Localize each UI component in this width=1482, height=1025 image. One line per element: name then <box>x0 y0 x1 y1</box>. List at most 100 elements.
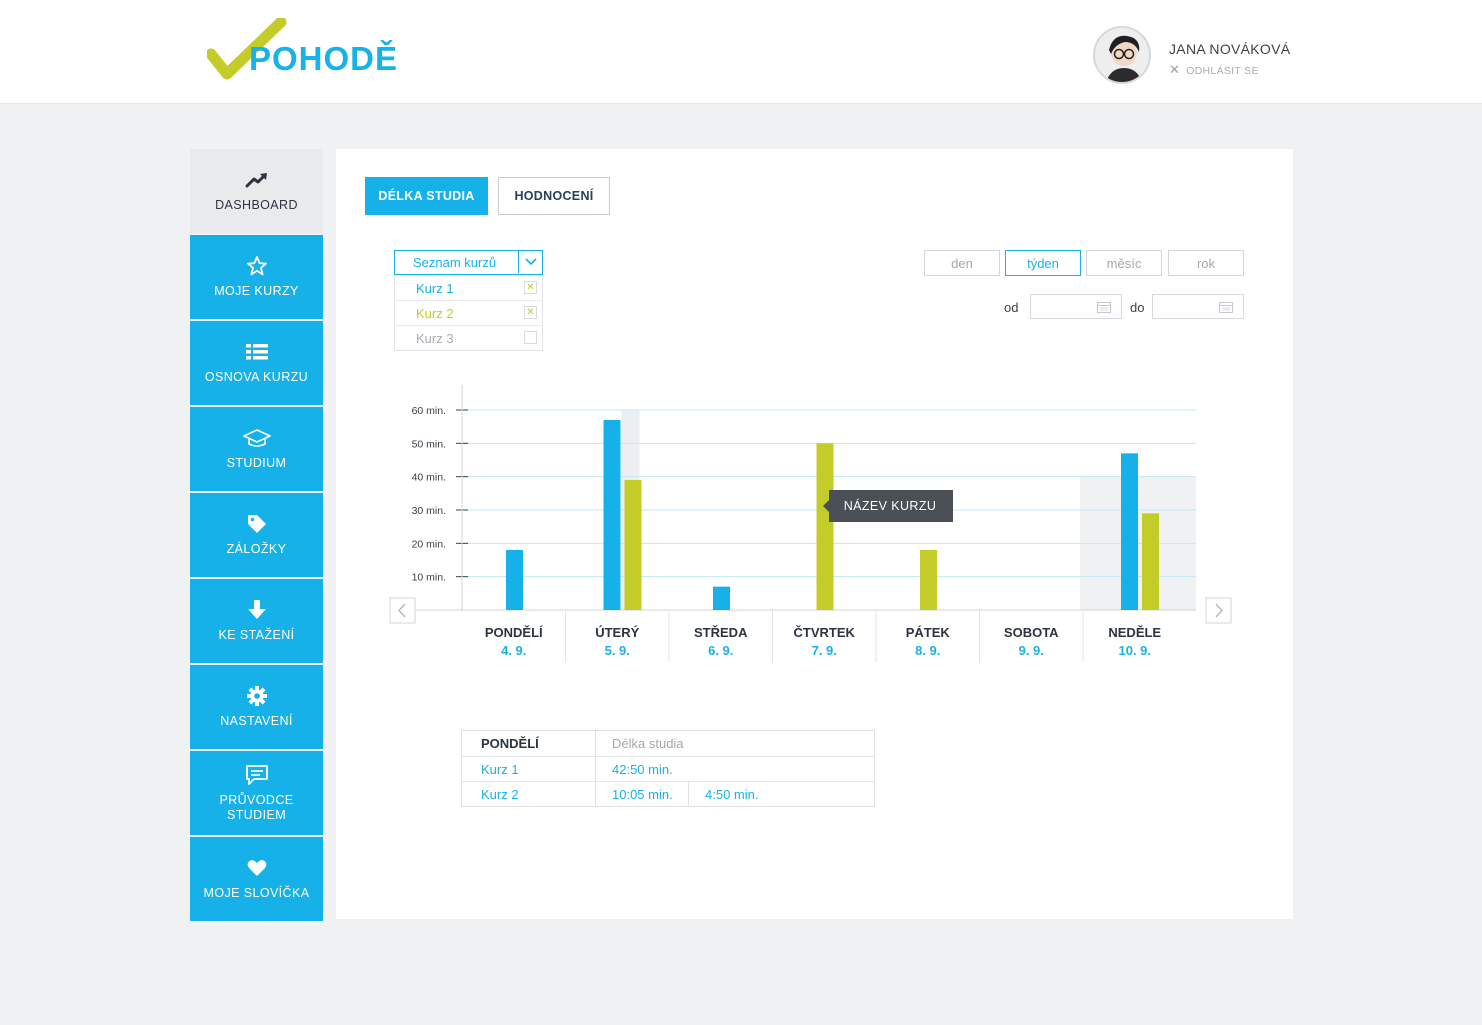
chat-icon <box>245 764 269 786</box>
sidebar-item-label: NASTAVENÍ <box>220 714 293 728</box>
star-icon <box>246 255 268 277</box>
x-date-label: 4. 9. <box>501 643 526 658</box>
x-date-label: 8. 9. <box>915 643 940 658</box>
checkmark-logo-icon <box>207 18 287 80</box>
user-name: JANA NOVÁKOVÁ <box>1169 41 1291 57</box>
table-column-header: Délka studia <box>612 736 684 751</box>
table-value: 4:50 min. <box>705 787 759 802</box>
heart-icon <box>247 857 267 879</box>
table-course-name: Kurz 1 <box>481 762 519 777</box>
top-bar: POHODĚ JANA NOVÁKOVÁ ✕ ODHLÁSIT SE <box>0 0 1482 104</box>
chevron-down-icon[interactable] <box>518 251 542 273</box>
x-category-label: SOBOTA <box>1004 625 1059 640</box>
course-checkbox[interactable] <box>524 331 537 344</box>
course-option-kurz-1[interactable]: Kurz 1 ✕ <box>395 275 542 300</box>
x-category-label: STŘEDA <box>694 625 748 640</box>
table-course-name: Kurz 2 <box>481 787 519 802</box>
logout-link[interactable]: ✕ ODHLÁSIT SE <box>1169 62 1259 78</box>
course-list-dropdown[interactable]: Seznam kurzů <box>394 250 543 275</box>
sidebar-item-label: OSNOVA KURZU <box>204 370 309 384</box>
tab-rating[interactable]: HODNOCENÍ <box>498 177 610 215</box>
tag-icon <box>246 513 268 535</box>
avatar[interactable] <box>1093 26 1151 84</box>
x-category-label: PÁTEK <box>906 625 951 640</box>
table-row: Kurz 1 42:50 min. <box>462 756 874 781</box>
table-day-label: PONDĚLÍ <box>481 736 539 751</box>
sidebar-item-downloads[interactable]: KE STAŽENÍ <box>190 579 323 663</box>
y-tick-label: 20 min. <box>412 538 446 550</box>
bar-kurz-1[interactable] <box>1121 453 1138 610</box>
x-date-label: 10. 9. <box>1118 643 1151 658</box>
chart-prev-button[interactable] <box>389 597 416 624</box>
y-tick-label: 50 min. <box>412 438 446 450</box>
date-from-label: od <box>1004 300 1019 315</box>
download-icon <box>247 599 267 621</box>
sidebar-item-label: MOJE SLOVÍČKA <box>203 886 310 900</box>
table-row: Kurz 2 10:05 min. 4:50 min. <box>462 781 874 806</box>
sidebar-item-bookmarks[interactable]: ZÁLOŽKY <box>190 493 323 577</box>
sidebar-item-my-words[interactable]: MOJE SLOVÍČKA <box>190 837 323 921</box>
table-value: 10:05 min. <box>612 787 673 802</box>
logo-text: POHODĚ <box>249 40 399 77</box>
period-month-button[interactable]: měsíc <box>1086 250 1162 276</box>
course-option-label: Kurz 3 <box>416 331 454 346</box>
sidebar-item-label: DASHBOARD <box>215 198 298 212</box>
period-day-button[interactable]: den <box>924 250 1000 276</box>
course-checkbox-checked-icon[interactable]: ✕ <box>524 306 537 319</box>
course-checkbox-checked-icon[interactable]: ✕ <box>524 281 537 294</box>
sidebar-item-label-line2: STUDIEM <box>226 807 287 822</box>
y-tick-label: 30 min. <box>412 505 446 517</box>
bar-kurz-2[interactable] <box>624 480 642 610</box>
sidebar-item-course-outline[interactable]: OSNOVA KURZU <box>190 321 323 405</box>
logout-label: ODHLÁSIT SE <box>1186 65 1259 77</box>
bar-kurz-1[interactable] <box>506 550 523 610</box>
x-category-label: ČTVRTEK <box>794 625 856 640</box>
table-header-row: PONDĚLÍ Délka studia <box>462 731 874 756</box>
list-icon <box>245 341 268 363</box>
y-tick-label: 40 min. <box>412 472 446 484</box>
calendar-icon[interactable] <box>1097 301 1111 313</box>
sidebar-item-dashboard[interactable]: DASHBOARD <box>190 149 323 233</box>
bar-kurz-1[interactable] <box>603 420 621 610</box>
course-option-label: Kurz 1 <box>416 281 454 296</box>
bar-kurz-1[interactable] <box>713 586 730 610</box>
sidebar-item-label: PRŮVODCE <box>219 792 294 807</box>
bar-kurz-2[interactable] <box>920 550 937 610</box>
x-category-label: ÚTERÝ <box>595 625 639 640</box>
bar-kurz-2[interactable] <box>816 443 834 610</box>
course-option-kurz-3[interactable]: Kurz 3 <box>395 325 542 350</box>
date-from-input[interactable] <box>1030 294 1122 319</box>
day-detail-table: PONDĚLÍ Délka studia Kurz 1 42:50 min. K… <box>461 730 875 807</box>
trending-up-icon <box>245 169 269 191</box>
course-option-label: Kurz 2 <box>416 306 454 321</box>
course-option-kurz-2[interactable]: Kurz 2 ✕ <box>395 300 542 325</box>
dashboard-card: DÉLKA STUDIA HODNOCENÍ Seznam kurzů Kurz… <box>336 149 1293 919</box>
sidebar-item-study-guide[interactable]: PRŮVODCE STUDIEM <box>190 751 323 835</box>
close-icon: ✕ <box>1169 62 1181 77</box>
date-to-input[interactable] <box>1152 294 1244 319</box>
sidebar-item-my-courses[interactable]: MOJE KURZY <box>190 235 323 319</box>
x-date-label: 6. 9. <box>708 643 733 658</box>
bar-kurz-2[interactable] <box>1142 513 1159 610</box>
gear-icon <box>246 685 268 707</box>
period-year-button[interactable]: rok <box>1168 250 1244 276</box>
sidebar: DASHBOARD MOJE KURZY OSNOVA KURZU STUDIU… <box>190 149 323 923</box>
sidebar-item-settings[interactable]: NASTAVENÍ <box>190 665 323 749</box>
logo[interactable]: POHODĚ <box>207 18 407 88</box>
tab-study-length[interactable]: DÉLKA STUDIA <box>365 177 488 215</box>
sidebar-item-label: ZÁLOŽKY <box>226 542 287 556</box>
course-list-placeholder: Seznam kurzů <box>413 255 497 270</box>
tooltip-box <box>823 490 953 522</box>
calendar-icon[interactable] <box>1219 301 1233 313</box>
x-category-label: PONDĚLÍ <box>485 625 543 640</box>
sidebar-item-label: STUDIUM <box>226 456 287 470</box>
tooltip-text: NÁZEV KURZU <box>844 498 937 513</box>
x-date-label: 9. 9. <box>1019 643 1044 658</box>
period-week-button[interactable]: týden <box>1005 250 1081 276</box>
sidebar-item-study[interactable]: STUDIUM <box>190 407 323 491</box>
sidebar-item-label: KE STAŽENÍ <box>218 628 295 642</box>
chart-next-button[interactable] <box>1205 597 1232 624</box>
user-photo-icon <box>1095 28 1149 82</box>
date-to-label: do <box>1130 300 1145 315</box>
table-value: 42:50 min. <box>612 762 673 777</box>
